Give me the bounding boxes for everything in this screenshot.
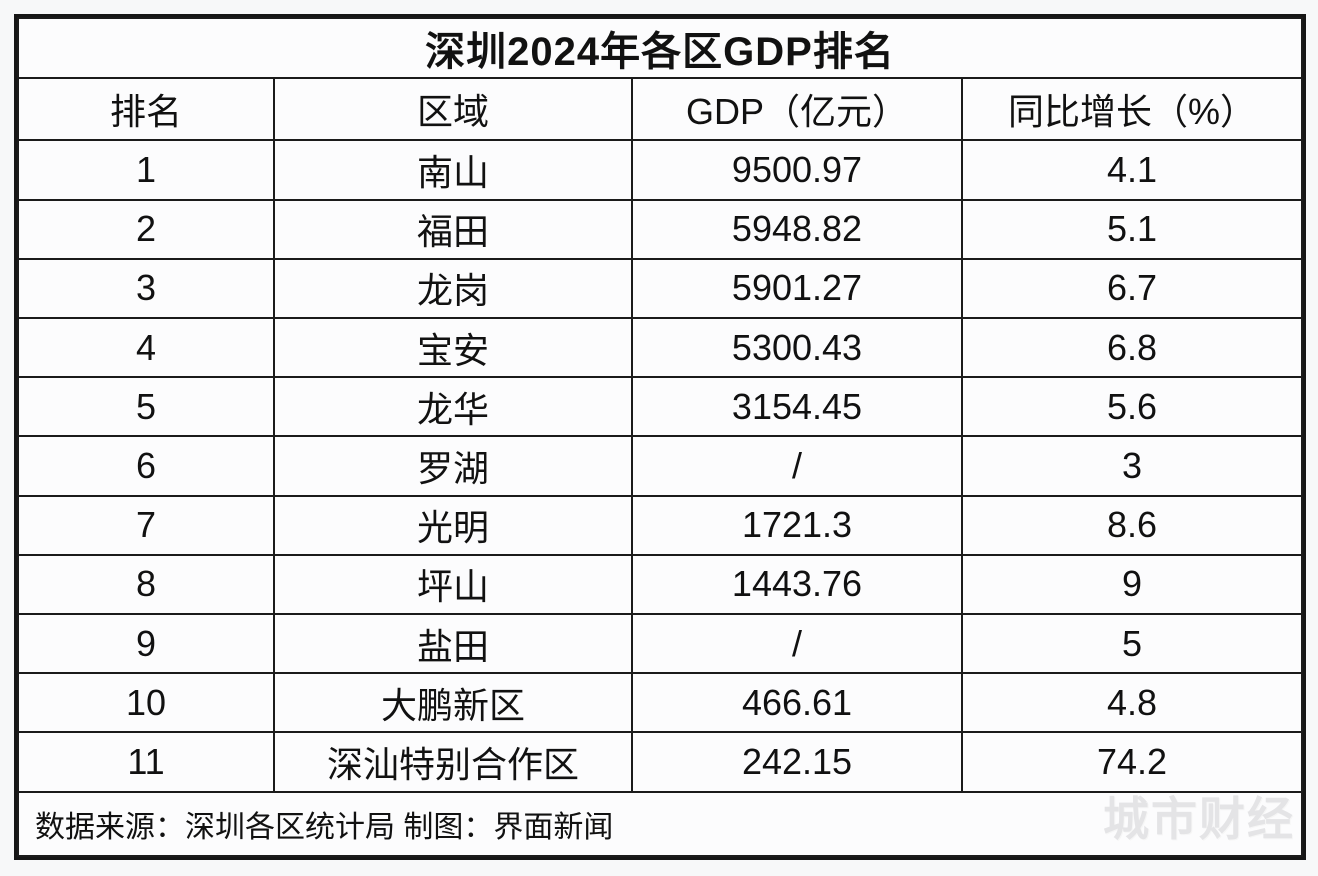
gdp-cell: 3154.45	[631, 376, 963, 438]
district-cell: 龙华	[273, 376, 633, 438]
column-header-district: 区域	[273, 77, 633, 142]
growth-cell: 4.8	[961, 672, 1303, 734]
district-cell: 罗湖	[273, 435, 633, 497]
district-cell: 龙岗	[273, 257, 633, 320]
table-row: 6 罗湖 / 3	[17, 435, 1303, 497]
table-row: 7 光明 1721.3 8.6	[17, 494, 1303, 556]
source-note: 数据来源：深圳各区统计局 制图：界面新闻	[17, 790, 1303, 858]
district-cell: 坪山	[273, 553, 633, 616]
table-footer-row: 数据来源：深圳各区统计局 制图：界面新闻	[17, 790, 1303, 858]
gdp-cell: 5948.82	[631, 198, 963, 260]
rank-cell: 5	[17, 376, 275, 438]
growth-cell: 74.2	[961, 731, 1303, 793]
district-cell: 盐田	[273, 613, 633, 675]
column-header-gdp: GDP（亿元）	[631, 77, 963, 142]
gdp-cell: 5300.43	[631, 317, 963, 379]
gdp-cell: 1721.3	[631, 494, 963, 556]
rank-cell: 8	[17, 553, 275, 616]
rank-cell: 4	[17, 317, 275, 379]
gdp-cell: /	[631, 435, 963, 497]
growth-cell: 8.6	[961, 494, 1303, 556]
district-cell: 福田	[273, 198, 633, 260]
table-row: 5 龙华 3154.45 5.6	[17, 376, 1303, 438]
table-row: 4 宝安 5300.43 6.8	[17, 317, 1303, 379]
rank-cell: 9	[17, 613, 275, 675]
table-row: 3 龙岗 5901.27 6.7	[17, 257, 1303, 320]
column-header-rank: 排名	[17, 77, 275, 142]
table-row: 2 福田 5948.82 5.1	[17, 198, 1303, 260]
rank-cell: 6	[17, 435, 275, 497]
gdp-cell: /	[631, 613, 963, 675]
growth-cell: 5	[961, 613, 1303, 675]
growth-cell: 3	[961, 435, 1303, 497]
table-title: 深圳2024年各区GDP排名	[17, 16, 1303, 80]
rank-cell: 3	[17, 257, 275, 320]
growth-cell: 5.6	[961, 376, 1303, 438]
rank-cell: 2	[17, 198, 275, 260]
table-row: 9 盐田 / 5	[17, 613, 1303, 675]
growth-cell: 9	[961, 553, 1303, 616]
rank-cell: 7	[17, 494, 275, 556]
district-cell: 光明	[273, 494, 633, 556]
column-header-growth: 同比增长（%）	[961, 77, 1303, 142]
table-row: 8 坪山 1443.76 9	[17, 553, 1303, 616]
rank-cell: 1	[17, 139, 275, 201]
table-row: 10 大鹏新区 466.61 4.8	[17, 672, 1303, 734]
district-cell: 大鹏新区	[273, 672, 633, 734]
gdp-ranking-table: 深圳2024年各区GDP排名 排名 区域 GDP（亿元） 同比增长（%） 1 南…	[17, 16, 1303, 858]
rank-cell: 10	[17, 672, 275, 734]
table-title-row: 深圳2024年各区GDP排名	[17, 16, 1303, 80]
rank-cell: 11	[17, 731, 275, 793]
growth-cell: 6.8	[961, 317, 1303, 379]
gdp-table-container: 深圳2024年各区GDP排名 排名 区域 GDP（亿元） 同比增长（%） 1 南…	[14, 14, 1306, 860]
district-cell: 深汕特别合作区	[273, 731, 633, 793]
growth-cell: 6.7	[961, 257, 1303, 320]
gdp-cell: 466.61	[631, 672, 963, 734]
gdp-cell: 242.15	[631, 731, 963, 793]
table-row: 11 深汕特别合作区 242.15 74.2	[17, 731, 1303, 793]
gdp-cell: 5901.27	[631, 257, 963, 320]
table-header-row: 排名 区域 GDP（亿元） 同比增长（%）	[17, 77, 1303, 142]
growth-cell: 4.1	[961, 139, 1303, 201]
district-cell: 南山	[273, 139, 633, 201]
gdp-cell: 1443.76	[631, 553, 963, 616]
table-row: 1 南山 9500.97 4.1	[17, 139, 1303, 201]
district-cell: 宝安	[273, 317, 633, 379]
gdp-cell: 9500.97	[631, 139, 963, 201]
growth-cell: 5.1	[961, 198, 1303, 260]
